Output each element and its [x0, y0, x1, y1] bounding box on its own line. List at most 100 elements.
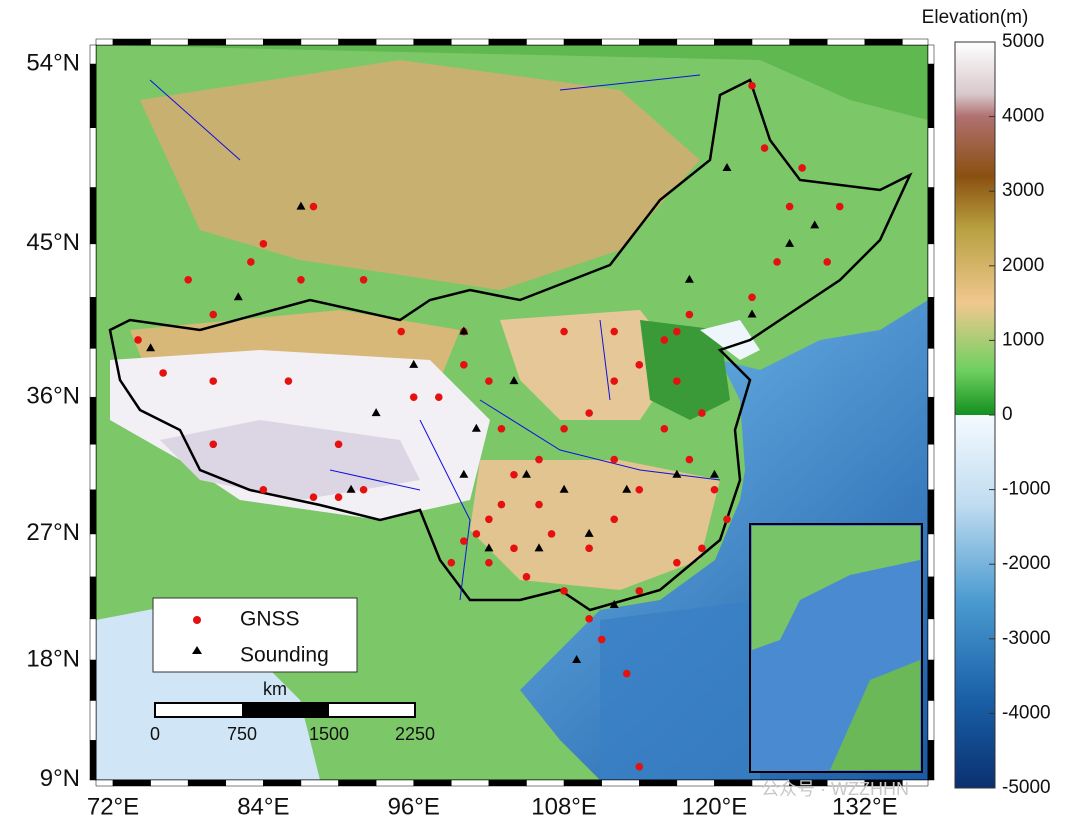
- frame-segment: [714, 780, 752, 786]
- gnss-station: [598, 636, 606, 644]
- scale-label: 0: [150, 724, 160, 744]
- frame-segment: [564, 39, 602, 45]
- colorbar-tick-label: 0: [1002, 404, 1013, 425]
- frame-segment: [90, 660, 96, 700]
- gnss-station: [635, 486, 643, 494]
- colorbar-tick-label: 1000: [1002, 329, 1044, 350]
- frame-segment: [226, 780, 264, 786]
- gnss-station: [786, 203, 794, 211]
- frame-segment: [677, 780, 715, 786]
- frame-segment: [928, 577, 934, 619]
- gnss-station: [823, 258, 831, 266]
- frame-segment: [414, 780, 452, 786]
- x-tick-label: 120°E: [682, 793, 748, 820]
- frame-segment: [489, 780, 527, 786]
- gnss-station: [610, 456, 618, 464]
- y-tick-label: 36°N: [26, 383, 80, 410]
- gnss-station: [410, 393, 418, 401]
- inset: [750, 524, 922, 772]
- colorbar-tick-label: 4000: [1002, 106, 1044, 127]
- frame-segment: [489, 39, 527, 45]
- y-tick-label: 45°N: [26, 229, 80, 256]
- gnss-station: [335, 493, 343, 501]
- frame-segment: [90, 45, 96, 64]
- gnss-station: [260, 486, 268, 494]
- gnss-station: [134, 336, 142, 344]
- gnss-station: [661, 336, 669, 344]
- legend-label: GNSS: [240, 608, 300, 631]
- frame-segment: [414, 39, 452, 45]
- scale-label: 2250: [395, 724, 435, 744]
- gnss-station: [260, 240, 268, 248]
- frame-segment: [339, 39, 377, 45]
- gnss-station: [360, 486, 368, 494]
- gnss-station: [335, 440, 343, 448]
- gnss-station: [460, 537, 468, 545]
- gnss-station: [485, 516, 493, 524]
- gnss-station: [748, 82, 756, 90]
- colorbar-title: Elevation(m): [922, 7, 1029, 28]
- frame-segment: [301, 39, 339, 45]
- gnss-station: [673, 559, 681, 567]
- frame-segment: [526, 39, 564, 45]
- frame-segment: [639, 780, 677, 786]
- frame-segment: [301, 780, 339, 786]
- gnss-station: [610, 377, 618, 385]
- gnss-station: [310, 493, 318, 501]
- gnss-station: [673, 328, 681, 336]
- gnss-station: [635, 587, 643, 595]
- frame-segment: [928, 397, 934, 444]
- gnss-station: [610, 328, 618, 336]
- gnss-station: [798, 164, 806, 172]
- frame-segment: [928, 700, 934, 740]
- x-tick-label: 132°E: [832, 793, 898, 820]
- gnss-station: [548, 530, 556, 538]
- frame-segment: [928, 45, 934, 64]
- gnss-station: [159, 369, 167, 377]
- frame-segment: [928, 244, 934, 297]
- frame-segment: [865, 39, 903, 45]
- frame-segment: [902, 39, 928, 45]
- gnss-station: [698, 545, 706, 553]
- gnss-station: [184, 276, 192, 284]
- frame-segment: [90, 297, 96, 348]
- gnss-station: [560, 425, 568, 433]
- scale-label: 1500: [309, 724, 349, 744]
- gnss-station: [585, 409, 593, 417]
- legend-marker-gnss: [193, 616, 201, 624]
- frame-segment: [151, 39, 189, 45]
- gnss-station: [473, 530, 481, 538]
- gnss-station: [698, 409, 706, 417]
- gnss-station: [560, 328, 568, 336]
- gnss-station: [635, 361, 643, 369]
- colorbar-tick-label: -4000: [1002, 702, 1051, 723]
- frame-segment: [90, 64, 96, 128]
- frame-segment: [827, 39, 865, 45]
- frame-segment: [90, 740, 96, 779]
- colorbar-tick-label: -5000: [1002, 777, 1051, 798]
- gnss-station: [711, 486, 719, 494]
- gnss-station: [310, 203, 318, 211]
- gnss-station: [247, 258, 255, 266]
- frame-segment: [928, 660, 934, 700]
- frame-segment: [928, 187, 934, 243]
- frame-segment: [90, 619, 96, 660]
- frame-segment: [451, 780, 489, 786]
- gnss-station: [460, 361, 468, 369]
- colorbar-tick-label: 3000: [1002, 180, 1044, 201]
- frame-segment: [151, 780, 189, 786]
- frame-segment: [451, 39, 489, 45]
- gnss-station: [485, 559, 493, 567]
- frame-segment: [928, 444, 934, 489]
- frame-segment: [113, 780, 151, 786]
- frame-segment: [928, 128, 934, 188]
- gnss-station: [560, 587, 568, 595]
- x-tick-label: 84°E: [237, 793, 289, 820]
- gnss-station: [448, 559, 456, 567]
- frame-segment: [90, 490, 96, 534]
- frame-segment: [90, 187, 96, 243]
- frame-segment: [90, 534, 96, 577]
- x-tick-label: 96°E: [388, 793, 440, 820]
- frame-segment: [564, 780, 602, 786]
- gnss-station: [209, 311, 217, 319]
